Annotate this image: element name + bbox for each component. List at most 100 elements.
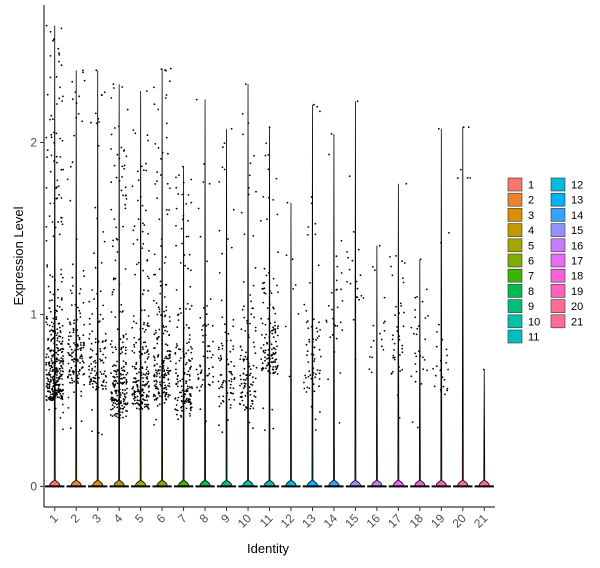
point	[187, 267, 190, 270]
point	[74, 343, 77, 346]
legend-key-6	[507, 253, 523, 268]
point	[260, 317, 263, 320]
point	[140, 384, 142, 386]
point	[211, 381, 214, 384]
point	[274, 331, 277, 334]
point	[188, 253, 191, 256]
point	[55, 334, 58, 336]
point	[179, 379, 182, 382]
point	[250, 300, 253, 303]
x-axis-title: Identity	[247, 541, 289, 556]
point	[49, 202, 52, 205]
point	[120, 189, 123, 192]
point	[166, 350, 169, 353]
point	[50, 154, 53, 157]
point	[145, 372, 148, 375]
point	[270, 292, 273, 295]
point	[399, 370, 401, 372]
point	[136, 384, 139, 387]
point	[67, 375, 69, 378]
point	[229, 383, 232, 386]
point	[97, 144, 100, 147]
point	[157, 391, 160, 394]
point	[336, 325, 339, 327]
point	[357, 248, 360, 251]
point	[146, 260, 149, 262]
point	[413, 332, 415, 335]
point	[146, 134, 149, 137]
point	[340, 288, 342, 291]
point	[46, 386, 49, 389]
violin-3	[92, 70, 104, 488]
point	[188, 327, 191, 329]
point	[269, 322, 272, 325]
point	[186, 342, 188, 345]
point	[238, 402, 241, 405]
point	[118, 157, 121, 160]
point	[266, 358, 268, 360]
point	[274, 365, 277, 368]
point	[112, 401, 115, 404]
point	[308, 338, 310, 341]
point	[53, 393, 55, 395]
point	[267, 154, 270, 156]
point	[319, 411, 321, 413]
point	[154, 143, 157, 145]
point	[168, 385, 171, 388]
point	[272, 199, 275, 201]
point	[154, 183, 157, 185]
point	[97, 432, 100, 434]
point	[155, 371, 158, 374]
point	[46, 377, 49, 380]
point	[160, 68, 163, 70]
point	[117, 402, 120, 405]
point	[135, 341, 138, 344]
point	[415, 333, 418, 336]
point	[92, 380, 95, 382]
point	[101, 433, 103, 436]
point	[105, 375, 107, 378]
point	[147, 370, 150, 373]
point	[141, 394, 144, 396]
point	[53, 369, 55, 372]
point	[144, 374, 147, 376]
point	[217, 380, 220, 383]
point	[378, 244, 381, 247]
point	[88, 365, 91, 368]
point	[117, 410, 120, 412]
point	[58, 60, 60, 63]
point	[88, 337, 91, 340]
point	[222, 146, 224, 149]
point	[51, 370, 54, 373]
point	[158, 308, 161, 310]
point	[124, 352, 127, 355]
point	[341, 329, 344, 332]
violin-14	[328, 133, 340, 488]
point	[393, 349, 395, 351]
point	[48, 324, 51, 327]
point	[180, 227, 183, 230]
point	[349, 282, 352, 285]
point	[312, 383, 315, 385]
point	[401, 351, 404, 354]
point	[123, 149, 126, 152]
point	[269, 365, 272, 368]
point	[212, 340, 214, 343]
point	[205, 313, 208, 316]
point	[141, 408, 144, 410]
point	[55, 76, 58, 78]
legend-label-3: 3	[528, 210, 534, 222]
point	[138, 408, 141, 410]
point	[60, 220, 63, 223]
point	[122, 369, 125, 372]
point	[311, 366, 314, 369]
point	[121, 165, 124, 168]
point	[394, 314, 396, 317]
point	[133, 377, 135, 380]
point	[77, 112, 80, 115]
point	[268, 369, 270, 372]
point	[120, 401, 122, 404]
point	[54, 407, 57, 410]
point	[274, 321, 276, 324]
point	[204, 386, 207, 389]
